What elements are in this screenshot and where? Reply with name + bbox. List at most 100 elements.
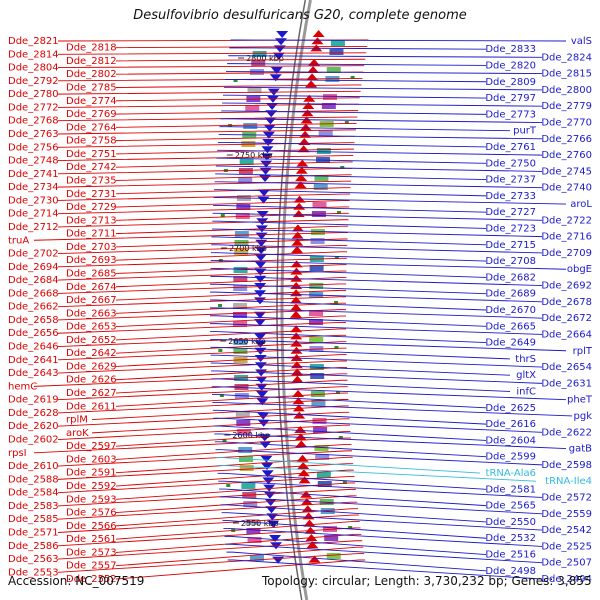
gene-label[interactable]: pheT	[567, 395, 593, 406]
gene-label[interactable]: Dde_2498	[485, 566, 536, 577]
gene-label[interactable]: Dde_2815	[541, 69, 592, 80]
gene-label[interactable]: Dde_2668	[8, 288, 59, 299]
gene-label[interactable]: valS	[571, 36, 592, 47]
gene-label[interactable]: Dde_2692	[541, 281, 592, 292]
gene-label[interactable]: gltX	[516, 370, 536, 381]
gene-label[interactable]: Dde_2750	[485, 158, 536, 169]
gene-label[interactable]: Dde_2603	[66, 454, 117, 465]
gene-label[interactable]: Dde_2610	[8, 461, 59, 472]
gene-label[interactable]: Dde_2572	[541, 492, 592, 503]
gene-label[interactable]: Dde_2585	[8, 514, 59, 525]
gene-label[interactable]: Dde_2714	[8, 209, 59, 220]
gene-label[interactable]: Dde_2565	[485, 501, 536, 512]
gene-label[interactable]: Dde_2741	[8, 169, 59, 180]
gene-label[interactable]: Dde_2779	[541, 101, 592, 112]
gene-label[interactable]: Dde_2723	[485, 223, 536, 234]
gene-label[interactable]: Dde_2626	[66, 375, 117, 386]
gene-label[interactable]: Dde_2627	[66, 388, 117, 399]
gene-label[interactable]: Dde_2748	[8, 156, 59, 167]
gene-label[interactable]: Dde_2685	[66, 268, 117, 279]
gene-label[interactable]: Dde_2652	[66, 335, 117, 346]
gene-label[interactable]: Dde_2715	[485, 240, 536, 251]
gene-label[interactable]: Dde_2550	[485, 517, 536, 528]
gene-label[interactable]: Dde_2576	[66, 508, 117, 519]
gene-label[interactable]: Dde_2598	[541, 460, 592, 471]
gene-label[interactable]: Dde_2751	[66, 149, 117, 160]
gene-label[interactable]: aroL	[570, 199, 592, 210]
gene-label[interactable]: Dde_2824	[541, 52, 592, 63]
gene-label[interactable]: Dde_2646	[8, 342, 59, 353]
gene-label[interactable]: purT	[513, 126, 537, 137]
gene-label[interactable]: Dde_2812	[66, 56, 117, 67]
gene-label[interactable]: Dde_2722	[541, 215, 592, 226]
gene-label[interactable]: Dde_2735	[66, 175, 117, 186]
gene-label[interactable]: Dde_2631	[541, 378, 592, 389]
gene-label[interactable]: Dde_2770	[541, 118, 592, 129]
gene-label[interactable]: Dde_2800	[541, 85, 592, 96]
gene-label[interactable]: Dde_2532	[485, 533, 536, 544]
gene-label[interactable]: Dde_2792	[8, 76, 59, 87]
gene-label[interactable]: Dde_2689	[485, 289, 536, 300]
gene-label[interactable]: Dde_2733	[485, 191, 536, 202]
gene-label[interactable]: gatB	[569, 444, 592, 455]
gene-label[interactable]: Dde_2761	[485, 142, 536, 153]
gene-label[interactable]: Dde_2602	[8, 435, 59, 446]
gene-label[interactable]: Dde_2516	[485, 550, 536, 561]
gene-label[interactable]: Dde_2604	[485, 435, 536, 446]
gene-label[interactable]: hemC	[8, 381, 37, 392]
gene-label[interactable]: Dde_2625	[485, 403, 536, 414]
gene-label[interactable]: Dde_2653	[66, 322, 117, 333]
gene-label[interactable]: Dde_2756	[8, 142, 59, 153]
gene-label[interactable]: Dde_2583	[8, 501, 59, 512]
gene-label[interactable]: Dde_2814	[8, 49, 59, 60]
gene-label[interactable]: Dde_2581	[485, 484, 536, 495]
gene-label[interactable]: Dde_2734	[8, 182, 59, 193]
gene-label[interactable]: Dde_2693	[66, 255, 117, 266]
gene-label[interactable]: Dde_2667	[66, 295, 117, 306]
gene-label[interactable]: Dde_2773	[485, 109, 536, 120]
gene-label[interactable]: Dde_2611	[66, 401, 117, 412]
gene-label[interactable]: Dde_2643	[8, 368, 59, 379]
gene-label[interactable]: thrS	[515, 354, 536, 365]
gene-label[interactable]: Dde_2768	[8, 116, 59, 127]
gene-label[interactable]: Dde_2713	[66, 215, 117, 226]
gene-label[interactable]: Dde_2694	[8, 262, 59, 273]
gene-label[interactable]: Dde_2802	[66, 69, 117, 80]
gene-label[interactable]: Dde_2664	[541, 329, 592, 340]
gene-label[interactable]: Dde_2641	[8, 355, 59, 366]
gene-label[interactable]: Dde_2737	[485, 175, 536, 186]
gene-label[interactable]: Dde_2620	[8, 421, 59, 432]
gene-label[interactable]: Dde_2573	[66, 547, 117, 558]
gene-label[interactable]: Dde_2665	[485, 321, 536, 332]
gene-label[interactable]: Dde_2525	[541, 541, 592, 552]
gene-label[interactable]: Dde_2712	[8, 222, 59, 233]
gene-label[interactable]: Dde_2760	[541, 150, 592, 161]
gene-label[interactable]: Dde_2774	[66, 96, 117, 107]
gene-label[interactable]: rpsI	[8, 448, 27, 459]
gene-label[interactable]: Dde_2678	[541, 297, 592, 308]
gene-label[interactable]: Dde_2561	[66, 534, 117, 545]
gene-label[interactable]: Dde_2588	[8, 474, 59, 485]
gene-label[interactable]: Dde_2740	[541, 183, 592, 194]
gene-label[interactable]: Dde_2708	[485, 256, 536, 267]
gene-label[interactable]: Dde_2730	[8, 195, 59, 206]
gene-label[interactable]: Dde_2797	[485, 93, 536, 104]
gene-label[interactable]: Dde_2599	[485, 452, 536, 463]
gene-label[interactable]: Dde_2663	[66, 308, 117, 319]
gene-label[interactable]: rplM	[66, 415, 88, 426]
gene-label[interactable]: Dde_2592	[66, 481, 117, 492]
gene-label[interactable]: Dde_2727	[485, 207, 536, 218]
gene-label[interactable]: Dde_2821	[8, 36, 59, 47]
gene-label[interactable]: Dde_2629	[66, 361, 117, 372]
gene-label[interactable]: Dde_2785	[66, 82, 117, 93]
gene-label[interactable]: Dde_2780	[8, 89, 59, 100]
gene-label[interactable]: Dde_2552	[66, 574, 117, 585]
gene-label[interactable]: Dde_2763	[8, 129, 59, 140]
gene-label[interactable]: Dde_2809	[485, 77, 536, 88]
gene-label[interactable]: Dde_2553	[8, 567, 59, 578]
gene-label[interactable]: Dde_2628	[8, 408, 59, 419]
gene-label[interactable]: Dde_2674	[66, 282, 117, 293]
gene-label[interactable]: Dde_2670	[485, 305, 536, 316]
gene-label[interactable]: Dde_2571	[8, 528, 59, 539]
gene-label[interactable]: aroK	[66, 428, 89, 439]
